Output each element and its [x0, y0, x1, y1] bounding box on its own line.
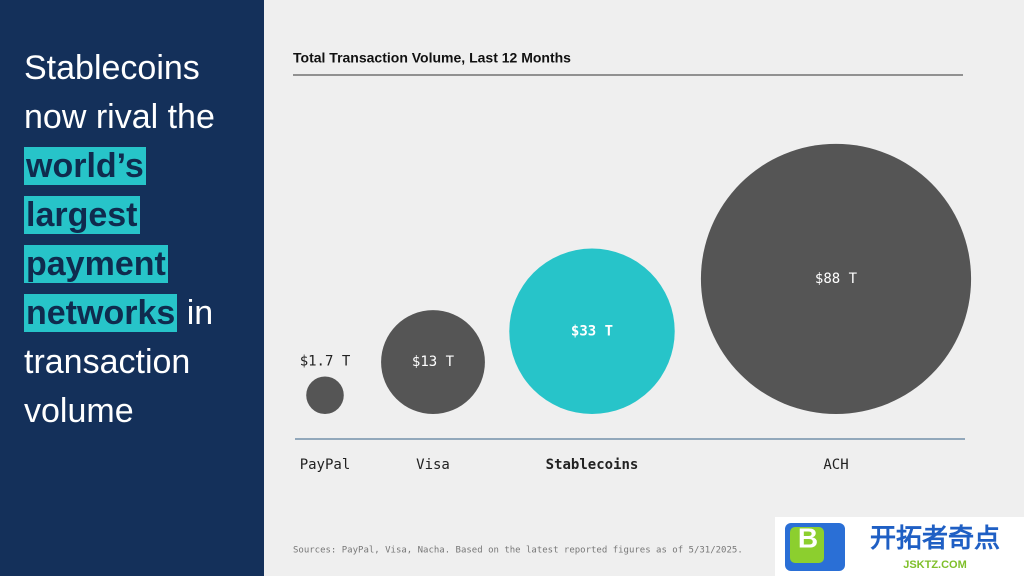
headline: Stablecoins now rival the world’s larges… [24, 44, 250, 436]
headline-text: Stablecoins now rival the [24, 49, 215, 136]
bubble [700, 143, 972, 415]
watermark-name: 开拓者奇点 [870, 523, 1000, 553]
category-label: PayPal [300, 457, 351, 473]
bubble [381, 310, 485, 414]
value-label: $88 T [815, 271, 858, 287]
category-label: Stablecoins [546, 457, 639, 473]
left-panel: Stablecoins now rival the world’s larges… [0, 0, 264, 576]
category-label: ACH [823, 457, 848, 473]
watermark-logo [790, 527, 824, 563]
category-label: Visa [416, 457, 450, 473]
bubble [509, 248, 675, 414]
chart-title: Total Transaction Volume, Last 12 Months [293, 50, 571, 66]
headline-text: in transaction volume [24, 294, 214, 430]
source-note: Sources: PayPal, Visa, Nacha. Based on t… [293, 546, 743, 556]
value-label: $33 T [571, 323, 613, 339]
value-label: $1.7 T [300, 353, 351, 369]
watermark-site: JSKTZ.COM [903, 559, 967, 571]
watermark-logo-letter: B [798, 522, 818, 553]
value-label: $13 T [412, 354, 455, 370]
bubble [306, 376, 344, 414]
